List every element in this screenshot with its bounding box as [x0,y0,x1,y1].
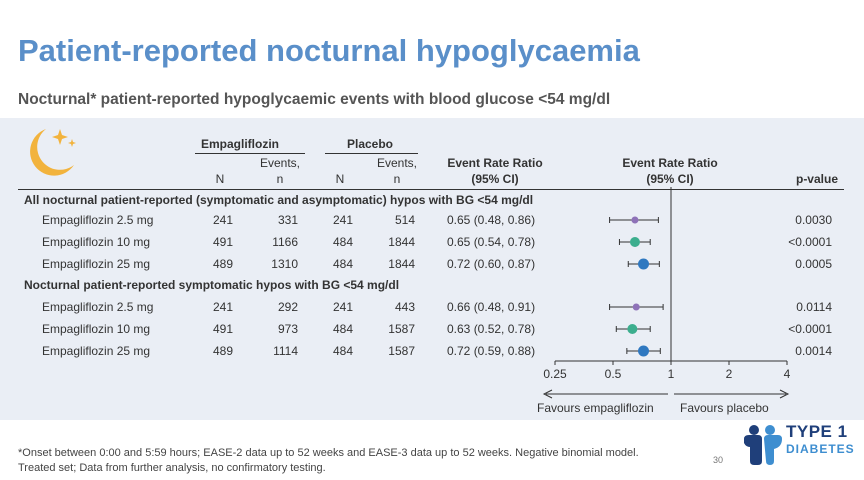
empa-events-cell: 292 [277,300,298,314]
pbo-events-cell: 1844 [388,235,415,249]
footnote: *Onset between 0:00 and 5:59 hours; EASE… [18,447,639,474]
pvalue-cell: <0.0001 [788,322,832,336]
empa-events-cell: 1166 [272,235,298,249]
header-err-plot-2: (95% CI) [646,172,694,186]
header-pbo-events-2: n [393,172,401,186]
header-placebo-rule [325,153,418,154]
pvalue-cell: 0.0030 [795,213,832,227]
pvalue-cell: <0.0001 [788,235,832,249]
type1-diabetes-logo [744,425,782,465]
header-pbo-n: N [335,172,345,186]
err-cell: 0.72 (0.60, 0.87) [447,257,536,271]
slide-subtitle: Nocturnal* patient-reported hypoglycaemi… [18,91,611,108]
empa-events-cell: 973 [277,322,298,336]
table-row: Empagliflozin 10 mg 491 1166 484 1844 0.… [0,232,864,252]
table-row: Empagliflozin 25 mg 489 1310 484 1844 0.… [0,254,864,274]
pbo-n-cell: 484 [332,322,353,336]
err-cell: 0.66 (0.48, 0.91) [447,300,536,314]
section-label-symptomatic: Nocturnal patient-reported symptomatic h… [24,278,400,292]
table-panel [0,118,864,420]
pbo-n-cell: 241 [332,300,353,314]
favours-placebo-label: Favours placebo [680,401,769,415]
header-empa-events-2: n [276,172,284,186]
pbo-events-cell: 514 [394,213,415,227]
logo-text-type1: TYPE 1 [786,422,848,441]
header-pvalue: p-value [795,172,838,186]
pbo-events-cell: 1844 [388,257,415,271]
header-placebo: Placebo [346,137,394,151]
treatment-cell: Empagliflozin 10 mg [42,235,151,249]
pbo-n-cell: 241 [332,213,353,227]
err-cell: 0.72 (0.59, 0.88) [447,344,536,358]
header-empa-events-1: Events, [259,156,301,170]
table-row: Empagliflozin 2.5 mg 241 331 241 514 0.6… [0,210,864,230]
table-row: Empagliflozin 25 mg 489 1114 484 1587 0.… [0,341,864,361]
header-bottom-rule [18,189,844,190]
treatment-cell: Empagliflozin 2.5 mg [42,213,154,227]
header-pbo-events-1: Events, [376,156,418,170]
pvalue-cell: 0.0014 [795,344,832,358]
empa-n-cell: 241 [212,300,233,314]
slide-title: Patient-reported nocturnal hypoglycaemia [18,33,640,68]
page-number: 30 [713,455,724,465]
table-row: Empagliflozin 2.5 mg 241 292 241 443 0.6… [0,297,864,317]
empa-n-cell: 489 [212,344,233,358]
empa-n-cell: 489 [212,257,233,271]
header-empagliflozin: Empagliflozin [201,137,279,151]
treatment-cell: Empagliflozin 2.5 mg [42,300,154,314]
err-cell: 0.63 (0.52, 0.78) [447,322,536,336]
favours-empagliflozin-label: Favours empagliflozin [537,401,654,415]
err-cell: 0.65 (0.48, 0.86) [447,213,536,227]
treatment-cell: Empagliflozin 25 mg [42,257,151,271]
pvalue-cell: 0.0114 [796,300,832,314]
pvalue-cell: 0.0005 [795,257,832,271]
empa-n-cell: 491 [212,235,233,249]
pbo-n-cell: 484 [332,235,353,249]
pbo-events-cell: 1587 [388,344,415,358]
empa-events-cell: 331 [277,213,298,227]
logo-text-diabetes: DIABETES [786,442,855,456]
empa-events-cell: 1310 [271,257,298,271]
empa-n-cell: 241 [212,213,233,227]
header-err-plot-1: Event Rate Ratio [622,156,718,170]
header-empagliflozin-rule [195,153,305,154]
section-label-all: All nocturnal patient-reported (symptoma… [24,193,534,207]
empa-n-cell: 491 [212,322,233,336]
pbo-events-cell: 1587 [388,322,415,336]
moon-stars-icon [30,129,76,176]
treatment-cell: Empagliflozin 25 mg [42,344,151,358]
header-err-table-1: Event Rate Ratio [447,156,543,170]
treatment-cell: Empagliflozin 10 mg [42,322,151,336]
header-err-table-2: (95% CI) [471,172,519,186]
pbo-events-cell: 443 [394,300,415,314]
header-empa-n: N [215,172,225,186]
table-row: Empagliflozin 10 mg 491 973 484 1587 0.6… [0,319,864,339]
pbo-n-cell: 484 [332,344,353,358]
empa-events-cell: 1114 [273,344,298,358]
err-cell: 0.65 (0.54, 0.78) [447,235,536,249]
pbo-n-cell: 484 [332,257,353,271]
